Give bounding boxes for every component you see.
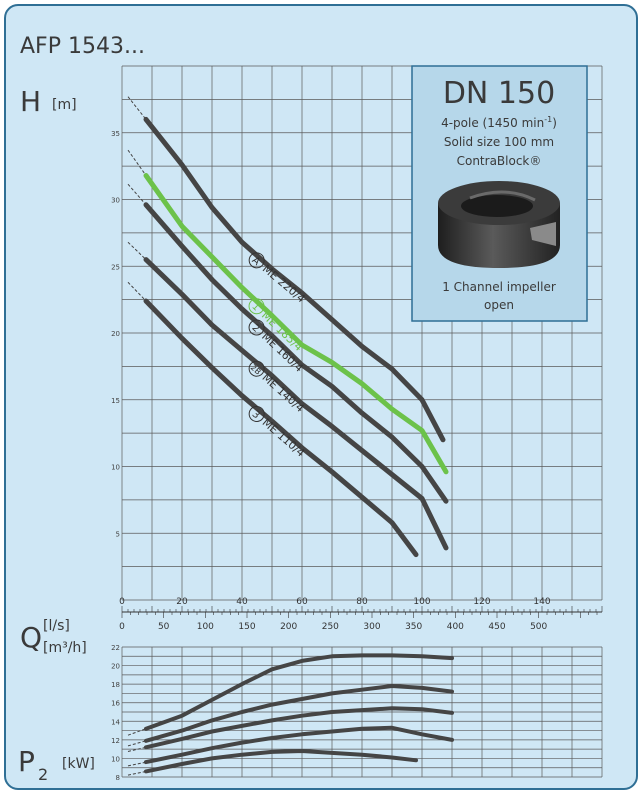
flow-tick-label-m3h: 350 bbox=[405, 622, 422, 632]
power-y-tick-label: 14 bbox=[111, 718, 120, 726]
curve-extension-dash bbox=[127, 281, 147, 302]
power-y-ticks: 8 10 12 14 16 18 20 22 bbox=[111, 644, 120, 782]
head-curve-2b bbox=[143, 257, 449, 551]
power-curve-2 bbox=[144, 706, 454, 750]
page-title: AFP 1543... bbox=[20, 34, 145, 59]
flow-tick-label-m3h: 300 bbox=[363, 622, 380, 632]
info-dn: DN 150 bbox=[443, 76, 555, 111]
head-curve-2 bbox=[143, 202, 449, 504]
power-y-tick-label: 12 bbox=[111, 737, 120, 745]
flow-tick-label-m3h: 500 bbox=[530, 622, 547, 632]
head-y-tick-label: 30 bbox=[111, 197, 120, 205]
h-axis-letter: H bbox=[20, 85, 41, 118]
flow-axis: 0 20 40 60 80 100 120 140 0 50 100 150 200 250 300 350 4… bbox=[119, 597, 603, 632]
curve-marker-circle bbox=[248, 319, 265, 336]
power-y-tick-label: 22 bbox=[111, 644, 120, 652]
curve-extension-dash bbox=[127, 740, 147, 747]
curve-extension-dash bbox=[127, 183, 147, 206]
power-curve-3 bbox=[144, 749, 418, 774]
curve-extension-dash bbox=[127, 746, 147, 752]
flow-tick-label-ls: 40 bbox=[236, 597, 248, 607]
head-y-ticks: 5 10 15 20 25 30 35 bbox=[111, 130, 120, 539]
flow-tick-label-m3h: 100 bbox=[197, 622, 214, 632]
flow-tick-label-ls: 60 bbox=[296, 597, 308, 607]
flow-tick-label-m3h: 450 bbox=[488, 622, 505, 632]
p2-axis-unit: [kW] bbox=[62, 756, 95, 772]
curve-extension-dash bbox=[127, 149, 147, 176]
curve-marker-circle bbox=[248, 405, 265, 422]
power-y-tick-label: 20 bbox=[111, 663, 120, 671]
flow-tick-label-ls: 140 bbox=[533, 597, 550, 607]
flow-tick-label-ls: 120 bbox=[473, 597, 490, 607]
head-curve-1 bbox=[143, 173, 449, 475]
q-unit-m3h: [m³/h] bbox=[43, 640, 87, 656]
impeller-image bbox=[438, 181, 560, 268]
head-grid bbox=[121, 65, 603, 601]
flow-tick-label-m3h: 250 bbox=[322, 622, 339, 632]
flow-tick-label-m3h: 200 bbox=[280, 622, 297, 632]
curve-marker-circle bbox=[248, 252, 265, 269]
head-curve-a bbox=[143, 116, 446, 443]
power-y-tick-label: 18 bbox=[111, 681, 120, 689]
info-brand: ContraBlock® bbox=[457, 154, 542, 168]
head-y-tick-label: 20 bbox=[111, 330, 120, 338]
curve-extension-dash bbox=[127, 728, 147, 736]
head-y-tick-label: 35 bbox=[111, 130, 120, 138]
flow-tick-label-ls: 0 bbox=[119, 597, 125, 607]
flow-tick-label-m3h: 150 bbox=[238, 622, 255, 632]
curve-marker-circle bbox=[248, 298, 265, 315]
head-y-tick-label: 10 bbox=[111, 464, 120, 472]
info-speed: 4-pole (1450 min-1) bbox=[441, 115, 557, 130]
curve-extension-dash bbox=[127, 761, 147, 767]
head-y-tick-label: 15 bbox=[111, 397, 120, 405]
h-axis-unit: [m] bbox=[52, 97, 77, 113]
flow-tick-label-m3h: 0 bbox=[119, 622, 125, 632]
flow-tick-label-m3h: 400 bbox=[447, 622, 464, 632]
info-solid: Solid size 100 mm bbox=[444, 135, 554, 149]
curve-extension-dash bbox=[127, 770, 147, 776]
power-curve-1 bbox=[144, 684, 454, 743]
power-curve-2b bbox=[144, 725, 454, 765]
head-y-tick-label: 25 bbox=[111, 263, 120, 271]
power-curve-a bbox=[144, 653, 454, 731]
info-impeller-line1: 1 Channel impeller bbox=[442, 280, 556, 294]
flow-tick-label-ls: 80 bbox=[356, 597, 368, 607]
flow-tick-label-ls: 20 bbox=[176, 597, 188, 607]
power-curves bbox=[127, 653, 454, 776]
info-impeller-line2: open bbox=[484, 298, 514, 312]
curve-marker-circle bbox=[248, 360, 265, 377]
power-y-tick-label: 10 bbox=[111, 755, 120, 763]
q-axis-letter: Q bbox=[20, 621, 42, 654]
q-unit-ls: [l/s] bbox=[43, 618, 70, 634]
p2-axis-letter: P bbox=[18, 745, 35, 778]
flow-tick-label-m3h: 50 bbox=[158, 622, 170, 632]
power-y-tick-label: 16 bbox=[111, 700, 120, 708]
flow-tick-label-ls: 100 bbox=[413, 597, 430, 607]
head-curve-3 bbox=[143, 298, 419, 558]
curve-extension-dash bbox=[127, 241, 147, 260]
p2-axis-subscript: 2 bbox=[38, 765, 48, 784]
info-box: DN 150 4-pole (1450 min-1) Solid size 10… bbox=[411, 65, 588, 322]
power-y-tick-label: 8 bbox=[116, 774, 120, 782]
head-y-tick-label: 5 bbox=[116, 530, 120, 538]
